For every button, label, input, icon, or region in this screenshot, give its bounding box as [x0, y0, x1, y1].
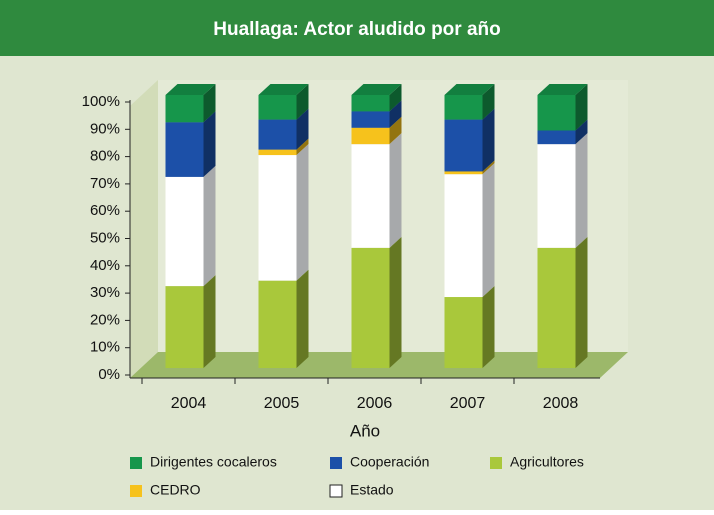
- bar-face: [258, 280, 297, 368]
- bar-segment: [165, 84, 216, 123]
- x-axis-label: Año: [350, 421, 380, 440]
- bar-face: [537, 130, 576, 145]
- bar-face: [258, 149, 297, 156]
- bar-segment: [351, 84, 402, 112]
- bar-face: [258, 155, 297, 281]
- y-tick-label: 20%: [90, 311, 120, 328]
- bar-face: [444, 174, 483, 298]
- bar-face: [203, 165, 216, 287]
- bar-face: [296, 144, 309, 281]
- x-tick-label: 2004: [171, 395, 207, 412]
- legend-swatch: [490, 457, 502, 469]
- bar-segment: [444, 286, 495, 368]
- bar-face: [537, 95, 576, 131]
- legend-label: Dirigentes cocaleros: [150, 454, 277, 470]
- bar-segment: [444, 163, 495, 298]
- bar-face: [389, 116, 402, 145]
- y-tick-label: 90%: [90, 120, 120, 137]
- bar-face: [258, 95, 297, 120]
- bar-face: [575, 236, 588, 368]
- legend-swatch: [130, 485, 142, 497]
- y-tick-label: 30%: [90, 284, 120, 301]
- bar-face: [203, 111, 216, 177]
- bar-face: [537, 84, 588, 95]
- bar-face: [444, 95, 483, 120]
- side-wall: [130, 80, 158, 378]
- bar-face: [296, 84, 309, 120]
- y-tick-label: 50%: [90, 229, 120, 246]
- bar-face: [351, 111, 390, 128]
- bar-face: [203, 84, 216, 123]
- bar-face: [351, 95, 390, 112]
- chart-title: Huallaga: Actor aludido por año: [213, 19, 500, 40]
- bar-segment: [165, 165, 216, 287]
- bar-face: [389, 84, 402, 112]
- bar-segment: [258, 84, 309, 120]
- legend-label: Cooperación: [350, 454, 429, 470]
- bar-face: [482, 160, 495, 175]
- bar-face: [258, 119, 297, 150]
- y-tick-label: 70%: [90, 175, 120, 192]
- bar-face: [482, 108, 495, 172]
- bar-face: [258, 84, 309, 95]
- legend-swatch: [130, 457, 142, 469]
- bar-face: [165, 286, 204, 368]
- bar-face: [482, 163, 495, 298]
- legend-label: CEDRO: [150, 482, 201, 498]
- y-tick-label: 40%: [90, 257, 120, 274]
- bar-segment: [537, 84, 588, 131]
- legend-swatch: [330, 457, 342, 469]
- bar-face: [351, 144, 390, 248]
- bar-segment: [444, 84, 495, 120]
- bar-face: [575, 84, 588, 131]
- bar-face: [444, 84, 495, 95]
- bar-face: [444, 119, 483, 172]
- bar-face: [296, 269, 309, 368]
- x-tick-label: 2005: [264, 395, 300, 412]
- x-tick-label: 2006: [357, 395, 393, 412]
- bar-face: [351, 127, 390, 145]
- bar-face: [575, 119, 588, 145]
- bar-face: [165, 95, 204, 123]
- bar-segment: [165, 275, 216, 368]
- legend-swatch: [329, 484, 343, 498]
- bar-face: [389, 100, 402, 128]
- bar-face: [389, 133, 402, 248]
- legend-label: Estado: [350, 482, 394, 498]
- y-tick-label: 10%: [90, 339, 120, 356]
- bar-face: [165, 84, 216, 95]
- bar-face: [296, 138, 309, 156]
- bar-segment: [351, 133, 402, 248]
- bar-face: [537, 144, 576, 248]
- y-tick-label: 100%: [82, 93, 120, 110]
- x-tick-label: 2008: [543, 395, 579, 412]
- bar-segment: [537, 236, 588, 368]
- legend-label: Agricultores: [510, 454, 584, 470]
- bar-face: [203, 275, 216, 368]
- bar-face: [444, 297, 483, 368]
- bar-face: [482, 286, 495, 368]
- y-tick-label: 60%: [90, 202, 120, 219]
- bar-face: [482, 84, 495, 120]
- x-tick-label: 2007: [450, 395, 486, 412]
- bar-face: [296, 108, 309, 150]
- bar-segment: [258, 144, 309, 281]
- bar-face: [444, 171, 483, 175]
- bar-face: [165, 176, 204, 287]
- y-tick-label: 80%: [90, 148, 120, 165]
- bar-segment: [351, 236, 402, 368]
- bar-face: [575, 133, 588, 248]
- bar-segment: [258, 269, 309, 368]
- bar-segment: [537, 133, 588, 248]
- bar-face: [351, 84, 402, 95]
- bar-face: [351, 247, 390, 368]
- y-tick-label: 0%: [98, 366, 120, 383]
- bar-face: [389, 236, 402, 368]
- title-banner: [0, 0, 714, 56]
- bar-face: [537, 247, 576, 368]
- bar-face: [165, 122, 204, 177]
